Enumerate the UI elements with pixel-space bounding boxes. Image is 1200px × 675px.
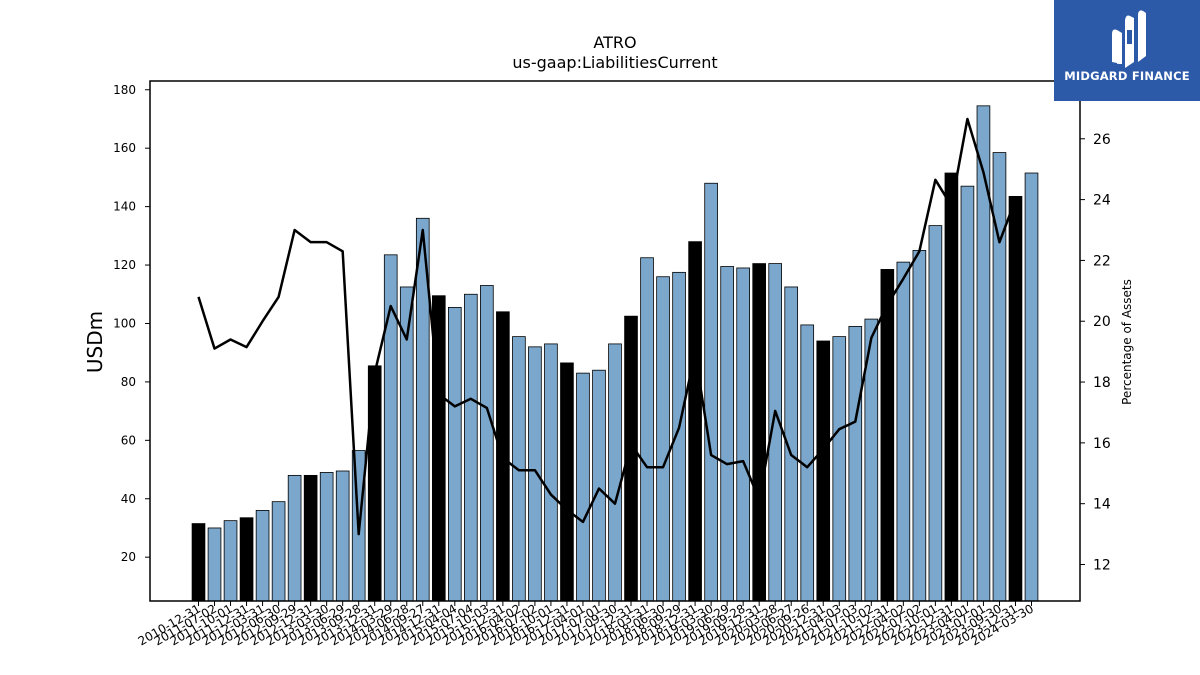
bars-group [191, 105, 1039, 602]
bar-2015-07-04 [464, 293, 478, 602]
chart-title: ATRO [593, 33, 636, 52]
bar-2019-06-29 [720, 266, 734, 602]
y-tick-label-180: 180 [113, 83, 136, 97]
line-group [197, 117, 1017, 536]
bar-2019-09-28 [736, 267, 750, 602]
percentage-line [197, 117, 1017, 536]
bar-2016-10-01 [544, 343, 558, 602]
chart-subtitle: us-gaap:LiabilitiesCurrent [512, 53, 717, 72]
midgard-finance-logo: MIDGARD FINANCE [1054, 0, 1200, 101]
y-axis-label: USDm [83, 311, 107, 373]
bar-2011-10-01 [223, 520, 238, 602]
bar-2022-10-01 [928, 225, 943, 602]
y-tick-label-60: 60 [121, 433, 136, 447]
bar-2021-12-31 [880, 269, 895, 602]
y-tick-label-100: 100 [113, 316, 136, 330]
y2-tick-label-24: 24 [1093, 193, 1111, 209]
y-tick-label-20: 20 [121, 550, 136, 564]
bar-2021-04-03 [832, 336, 847, 602]
bar-2023-07-01 [976, 105, 991, 602]
bar-2011-12-31 [239, 517, 254, 602]
bar-2013-12-31 [367, 365, 382, 602]
y2-tick-label-16: 16 [1093, 436, 1111, 452]
x-axis: 2010-12-312011-07-022011-10-012011-12-31… [136, 601, 1036, 648]
y2-axis-label: Percentage of Assets [1120, 279, 1134, 405]
bar-2012-03-31 [255, 510, 270, 602]
y-tick-label-120: 120 [113, 258, 136, 272]
bar-2019-03-30 [704, 182, 718, 602]
bar-2020-12-31 [816, 340, 831, 602]
bar-2018-06-30 [656, 276, 670, 602]
bar-2021-07-03 [848, 325, 863, 602]
bar-2022-07-02 [912, 250, 927, 602]
y-axis-right: 12 14 16 18 20 22 24 26 [1080, 132, 1111, 574]
bar-2017-04-01 [576, 372, 590, 602]
bar-2015-10-03 [480, 285, 494, 602]
bar-2012-06-30 [271, 501, 286, 602]
bar-2023-12-31 [1008, 195, 1023, 602]
y-tick-label-160: 160 [113, 141, 136, 155]
bar-2013-06-29 [335, 470, 350, 602]
y2-tick-label-14: 14 [1093, 497, 1111, 513]
bar-2011-07-02 [207, 527, 222, 602]
bar-2018-03-31 [640, 257, 654, 602]
bar-2013-03-30 [319, 472, 334, 602]
y-tick-label-140: 140 [113, 200, 136, 214]
bar-2019-12-31 [752, 263, 766, 602]
plot-frame [149, 80, 1081, 602]
y2-tick-label-26: 26 [1093, 132, 1111, 148]
bar-2017-07-01 [592, 369, 606, 602]
y-axis-left: 20 40 60 80 100 120 140 160 180 [113, 83, 150, 564]
bar-2023-04-01 [960, 185, 975, 602]
y-tick-label-80: 80 [121, 375, 136, 389]
y2-tick-label-18: 18 [1093, 375, 1111, 391]
bar-2012-12-31 [303, 474, 318, 602]
y2-tick-label-12: 12 [1093, 558, 1111, 574]
bar-2016-12-31 [560, 362, 574, 602]
bar-2024-03-30 [1024, 172, 1039, 602]
y2-tick-label-22: 22 [1093, 253, 1111, 269]
y2-tick-label-20: 20 [1093, 314, 1111, 330]
bar-2012-09-29 [287, 474, 302, 602]
bar-2017-09-30 [608, 343, 622, 602]
bar-2022-04-02 [896, 261, 911, 602]
logo-text: MIDGARD FINANCE [1064, 69, 1190, 83]
bar-2015-04-04 [447, 306, 462, 602]
bar-2022-12-31 [944, 172, 959, 602]
bar-2016-07-02 [528, 346, 542, 602]
y-tick-label-40: 40 [121, 492, 136, 506]
bar-2018-12-31 [688, 241, 702, 602]
bar-2010-12-31 [191, 523, 206, 602]
logo-mark-icon [1112, 10, 1146, 68]
